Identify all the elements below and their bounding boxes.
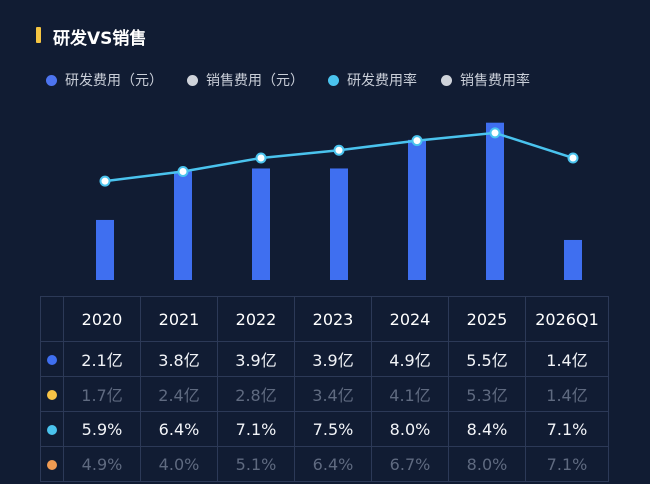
table-cell: 5.5亿 xyxy=(448,341,526,377)
table-cell: 3.9亿 xyxy=(217,341,295,377)
column-header-2020: 2020 xyxy=(63,296,141,342)
legend-item-sales-rate[interactable]: 销售费用率 xyxy=(441,70,530,90)
row-dot-icon xyxy=(47,425,57,435)
legend-dot-icon xyxy=(187,74,198,86)
table-cell: 5.9% xyxy=(63,411,141,447)
table-cell: 1.4亿 xyxy=(525,376,609,412)
row-dot-icon xyxy=(47,355,57,365)
table-row: 5.9% 6.4% 7.1% 7.5% 8.0% 8.4% 7.1% xyxy=(40,411,609,447)
bar-2026Q1[interactable] xyxy=(564,239,582,280)
bar-2024[interactable] xyxy=(408,139,426,280)
legend-item-sales-expense[interactable]: 销售费用（元） xyxy=(187,70,304,90)
table-cell: 8.0% xyxy=(371,411,449,447)
column-header-2024: 2024 xyxy=(371,296,449,342)
table-row: 1.7亿 2.4亿 2.8亿 3.4亿 4.1亿 5.3亿 1.4亿 xyxy=(40,376,609,412)
table-cell: 5.3亿 xyxy=(448,376,526,412)
column-header-2021: 2021 xyxy=(140,296,218,342)
table-cell: 6.4% xyxy=(140,411,218,447)
data-table: 2020 2021 2022 2023 2024 2025 2026Q1 2.1亿 3.8亿 3… xyxy=(40,296,609,482)
table-cell: 8.4% xyxy=(448,411,526,447)
row-marker-cell xyxy=(40,376,64,412)
line-point-2026Q1[interactable] xyxy=(567,152,579,164)
line-series xyxy=(99,127,579,187)
column-header-2022: 2022 xyxy=(217,296,295,342)
table-cell: 4.0% xyxy=(140,446,218,482)
bar-2020[interactable] xyxy=(96,219,114,280)
legend-label: 研发费用（元） xyxy=(65,73,163,89)
bar-2021[interactable] xyxy=(174,171,192,280)
legend-item-rd-expense[interactable]: 研发费用（元） xyxy=(46,70,163,90)
table-row: 4.9% 4.0% 5.1% 6.4% 6.7% 8.0% 7.1% xyxy=(40,446,609,482)
column-header-2026Q1: 2026Q1 xyxy=(525,296,609,342)
legend: 研发费用（元） 销售费用（元） 研发费用率 销售费用率 xyxy=(46,70,554,90)
line-point-2024[interactable] xyxy=(411,135,423,147)
table-body: 2.1亿 3.8亿 3.9亿 3.9亿 4.9亿 5.5亿 1.4亿 1.7亿 2.4亿 2.8亿… xyxy=(40,341,609,482)
table-cell: 2.1亿 xyxy=(63,341,141,377)
table-cell: 1.4亿 xyxy=(525,341,609,377)
bar-2025[interactable] xyxy=(486,122,504,280)
legend-dot-icon xyxy=(328,74,339,86)
line-point-2023[interactable] xyxy=(333,144,345,156)
table-cell: 6.7% xyxy=(371,446,449,482)
table-cell: 4.1亿 xyxy=(371,376,449,412)
table-cell: 7.1% xyxy=(217,411,295,447)
line-point-2025[interactable] xyxy=(489,127,501,139)
table-row: 2.1亿 3.8亿 3.9亿 3.9亿 4.9亿 5.5亿 1.4亿 xyxy=(40,341,609,377)
row-marker-cell xyxy=(40,341,64,377)
table-cell: 7.5% xyxy=(294,411,372,447)
column-header-2023: 2023 xyxy=(294,296,372,342)
table-header-row: 2020 2021 2022 2023 2024 2025 2026Q1 xyxy=(40,296,609,342)
table-cell: 3.9亿 xyxy=(294,341,372,377)
line-point-2021[interactable] xyxy=(177,165,189,177)
table-cell: 3.8亿 xyxy=(140,341,218,377)
title-accent-bar xyxy=(36,27,41,43)
table-cell: 2.8亿 xyxy=(217,376,295,412)
table-cell: 5.1% xyxy=(217,446,295,482)
row-marker-cell xyxy=(40,411,64,447)
table-cell: 2.4亿 xyxy=(140,376,218,412)
chart-plot xyxy=(96,122,582,280)
bar-series xyxy=(96,122,582,280)
table-cell: 1.7亿 xyxy=(63,376,141,412)
table-cell: 4.9亿 xyxy=(371,341,449,377)
chart-title: 研发VS销售 xyxy=(53,29,147,49)
legend-dot-icon xyxy=(46,74,57,86)
line-point-2022[interactable] xyxy=(255,152,267,164)
line-point-2020[interactable] xyxy=(99,175,111,187)
table-cell: 4.9% xyxy=(63,446,141,482)
row-dot-icon xyxy=(47,460,57,470)
table-cell: 8.0% xyxy=(448,446,526,482)
table-cell: 7.1% xyxy=(525,446,609,482)
table-corner-cell xyxy=(40,296,64,342)
legend-label: 销售费用（元） xyxy=(206,73,304,89)
row-marker-cell xyxy=(40,446,64,482)
legend-label: 销售费用率 xyxy=(460,73,530,89)
row-dot-icon xyxy=(47,390,57,400)
legend-item-rd-rate[interactable]: 研发费用率 xyxy=(328,70,417,90)
legend-label: 研发费用率 xyxy=(347,73,417,89)
table-cell: 3.4亿 xyxy=(294,376,372,412)
table-cell: 7.1% xyxy=(525,411,609,447)
column-header-2025: 2025 xyxy=(448,296,526,342)
bar-2022[interactable] xyxy=(252,168,270,280)
bar-2023[interactable] xyxy=(330,168,348,280)
legend-dot-icon xyxy=(441,74,452,86)
table-cell: 6.4% xyxy=(294,446,372,482)
